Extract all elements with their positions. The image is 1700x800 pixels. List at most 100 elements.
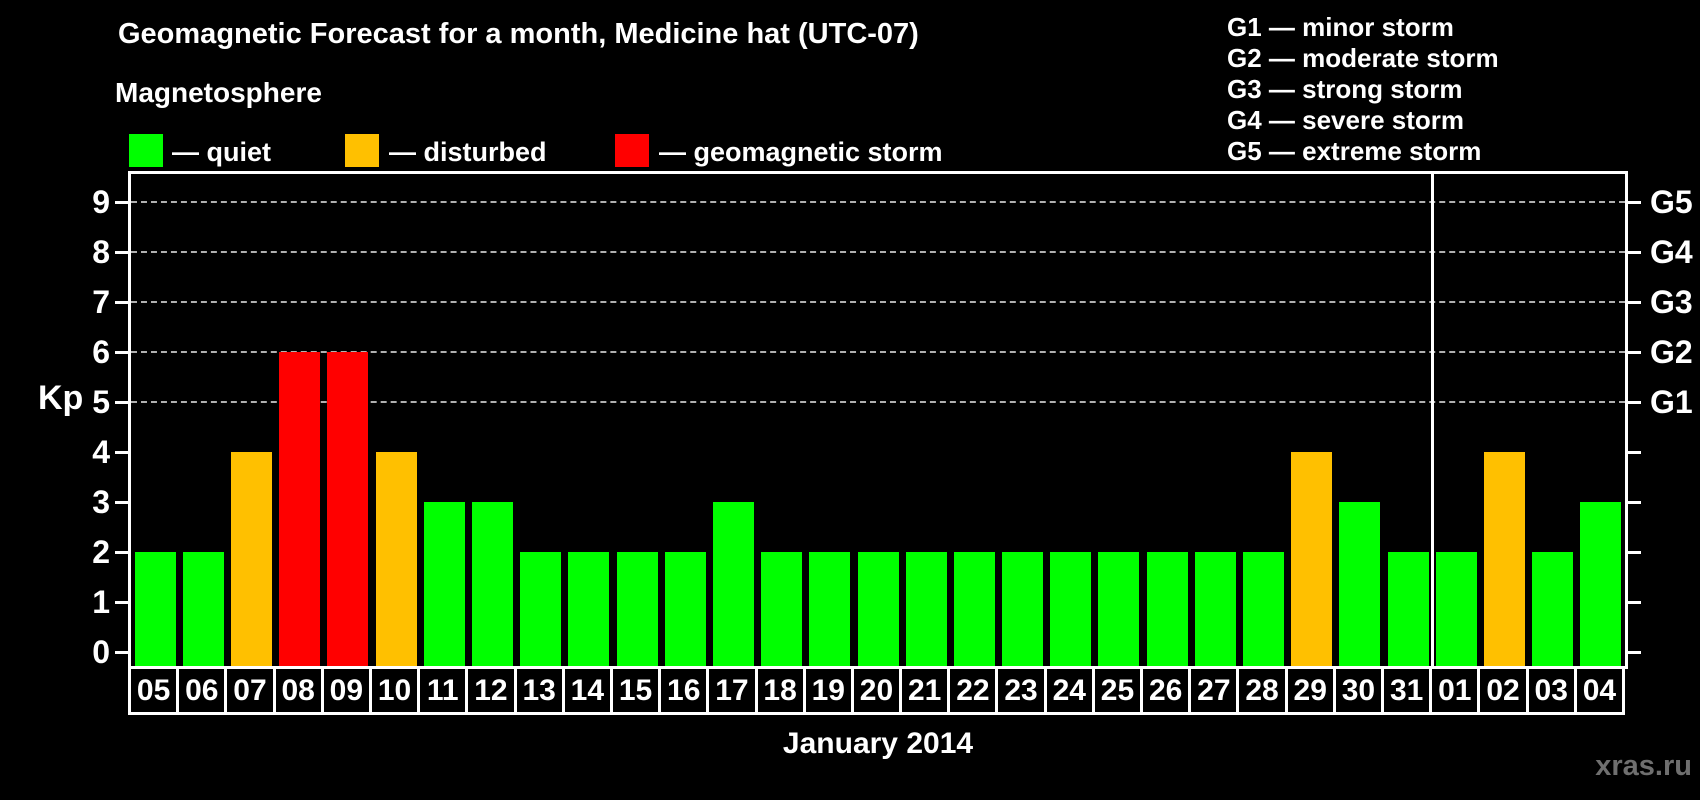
x-tick-label: 09 <box>320 666 372 715</box>
kp-bar-15 <box>616 552 658 666</box>
kp-bar-02 <box>1484 452 1526 666</box>
kp-bar-11 <box>423 502 465 666</box>
x-tick-label: 22 <box>947 666 999 715</box>
legend-swatch-disturbed-icon <box>345 134 379 167</box>
legend-swatch-storm-icon <box>615 134 649 167</box>
x-tick-label: 13 <box>513 666 565 715</box>
y-tick-left <box>115 301 128 304</box>
page-title: Geomagnetic Forecast for a month, Medici… <box>118 18 919 50</box>
g-axis-label-g3: G3 <box>1650 284 1693 320</box>
y-tick-left <box>115 601 128 604</box>
month-separator-line <box>1430 174 1434 666</box>
x-tick-label: 07 <box>224 666 276 715</box>
g3-legend-item: G3 — strong storm <box>1227 74 1463 104</box>
magnetosphere-label: Magnetosphere <box>115 77 322 108</box>
legend-label-disturbed: — disturbed <box>389 137 547 167</box>
g1-legend-item: G1 — minor storm <box>1227 12 1454 42</box>
x-tick-label: 20 <box>850 666 903 715</box>
kp-bar-01 <box>1435 552 1477 666</box>
y-tick-label: 8 <box>92 234 110 270</box>
y-tick-label: 5 <box>92 384 110 420</box>
kp-bar-23 <box>1002 552 1044 666</box>
g-axis-label-g2: G2 <box>1650 334 1693 370</box>
legend-swatch-quiet-icon <box>129 134 163 167</box>
y-tick-right <box>1628 501 1641 504</box>
kp-bar-16 <box>664 552 706 666</box>
x-tick-label: 29 <box>1284 666 1336 715</box>
kp-bar-18 <box>761 552 803 666</box>
g-axis-label-g5: G5 <box>1650 184 1693 220</box>
kp-bar-03 <box>1532 552 1574 666</box>
y-tick-right <box>1628 301 1641 304</box>
x-tick-label: 18 <box>754 666 806 715</box>
x-tick-label: 10 <box>368 666 421 715</box>
x-tick-label: 30 <box>1332 666 1385 715</box>
y-tick-label: 1 <box>92 584 110 620</box>
kp-bar-26 <box>1146 552 1188 666</box>
y-tick-label: 4 <box>92 434 110 470</box>
x-tick-label: 08 <box>272 666 324 715</box>
y-tick-label: 3 <box>92 484 110 520</box>
kp-bar-04 <box>1580 502 1622 666</box>
kp-bar-22 <box>953 552 995 666</box>
y-tick-right <box>1628 251 1641 254</box>
y-tick-label: 9 <box>92 184 110 220</box>
g5-legend-item: G5 — extreme storm <box>1227 136 1482 166</box>
gridline-kp6 <box>131 351 1625 353</box>
x-tick-label: 15 <box>609 666 662 715</box>
x-tick-label: 25 <box>1091 666 1144 715</box>
g-axis-label-g4: G4 <box>1650 234 1693 270</box>
x-axis-title: January 2014 <box>782 727 974 760</box>
legend-label-quiet: — quiet <box>172 137 271 167</box>
kp-bar-12 <box>471 502 513 666</box>
kp-bar-08 <box>279 352 321 666</box>
kp-bar-09 <box>327 352 369 666</box>
plot-area <box>128 171 1628 669</box>
y-tick-label: 6 <box>92 334 110 370</box>
x-tick-label: 01 <box>1429 666 1481 715</box>
kp-bar-24 <box>1050 552 1092 666</box>
y-tick-right <box>1628 651 1641 654</box>
y-tick-right <box>1628 401 1641 404</box>
gridline-kp5 <box>131 401 1625 403</box>
x-tick-label: 17 <box>706 666 758 715</box>
y-tick-label: 7 <box>92 284 110 320</box>
watermark: xras.ru <box>1595 750 1692 782</box>
g-axis-label-g1: G1 <box>1650 384 1693 420</box>
y-tick-left <box>115 251 128 254</box>
kp-bar-30 <box>1339 502 1381 666</box>
y-tick-label: 0 <box>92 634 110 670</box>
y-tick-right <box>1628 451 1641 454</box>
kp-bar-14 <box>568 552 610 666</box>
x-tick-label: 02 <box>1477 666 1529 715</box>
kp-bar-31 <box>1387 552 1429 666</box>
x-tick-label: 26 <box>1140 666 1192 715</box>
y-tick-left <box>115 501 128 504</box>
gridline-kp9 <box>131 201 1625 203</box>
x-tick-label: 14 <box>561 666 613 715</box>
g4-legend-item: G4 — severe storm <box>1227 105 1465 135</box>
x-tick-label: 05 <box>128 666 180 715</box>
y-tick-left <box>115 651 128 654</box>
g-scale-legend: G1 — minor storm G2 — moderate storm G3 … <box>1227 12 1499 167</box>
y-tick-right <box>1628 351 1641 354</box>
kp-bar-27 <box>1194 552 1236 666</box>
x-tick-label: 19 <box>802 666 854 715</box>
x-tick-label: 16 <box>658 666 710 715</box>
x-tick-label: 28 <box>1236 666 1288 715</box>
y-tick-left <box>115 201 128 204</box>
gridline-kp8 <box>131 251 1625 253</box>
kp-bar-06 <box>182 552 224 666</box>
y-tick-left <box>115 401 128 404</box>
x-tick-label: 12 <box>465 666 517 715</box>
x-tick-label: 03 <box>1525 666 1577 715</box>
kp-bar-05 <box>134 552 176 666</box>
kp-bar-10 <box>375 452 417 666</box>
x-tick-label: 24 <box>1043 666 1095 715</box>
g2-legend-item: G2 — moderate storm <box>1227 43 1499 73</box>
gridline-kp7 <box>131 301 1625 303</box>
y-tick-right <box>1628 601 1641 604</box>
x-tick-label: 27 <box>1188 666 1240 715</box>
y-tick-left <box>115 551 128 554</box>
